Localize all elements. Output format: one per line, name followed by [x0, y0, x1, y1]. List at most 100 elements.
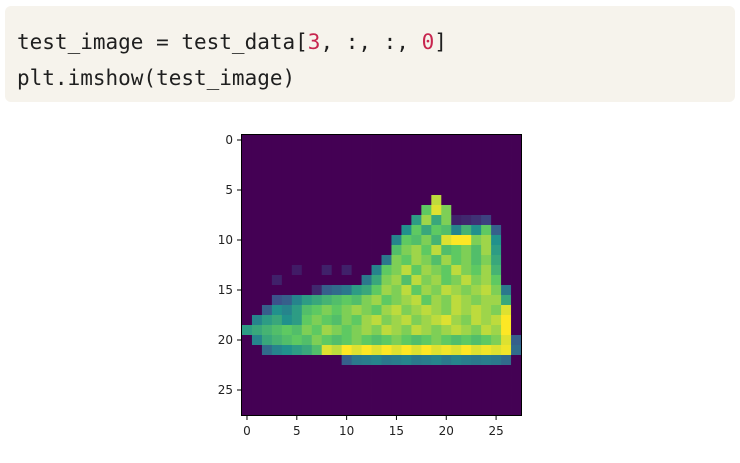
heatmap-pixel — [491, 385, 502, 396]
heatmap-pixel — [511, 365, 522, 376]
heatmap-pixel — [321, 185, 333, 196]
heatmap-pixel — [281, 275, 293, 286]
heatmap-pixel — [411, 385, 422, 396]
heatmap-pixel — [251, 345, 263, 356]
heatmap-pixel — [391, 175, 402, 186]
heatmap-pixel — [291, 265, 303, 276]
heatmap-pixel — [411, 195, 422, 206]
heatmap-pixel — [461, 195, 472, 206]
heatmap-pixel — [381, 345, 392, 356]
heatmap-pixel — [251, 375, 263, 386]
heatmap-pixel — [271, 315, 283, 326]
heatmap-pixel — [471, 375, 482, 386]
y-tick-label: 25 — [218, 383, 233, 397]
heatmap-pixel — [311, 285, 323, 296]
heatmap-pixel — [261, 145, 273, 156]
heatmap-pixel — [461, 185, 472, 196]
heatmap-pixel — [421, 365, 432, 376]
heatmap-pixel — [311, 265, 323, 276]
heatmap-pixel — [501, 315, 512, 326]
heatmap-pixel — [401, 175, 412, 186]
heatmap-pixel — [271, 245, 283, 256]
heatmap-pixel — [341, 255, 352, 266]
heatmap-pixel — [242, 335, 253, 346]
heatmap-pixel — [441, 335, 452, 346]
heatmap-pixel — [381, 295, 392, 306]
heatmap-pixel — [431, 395, 442, 406]
heatmap-pixel — [291, 185, 303, 196]
heatmap-pixel — [371, 405, 382, 416]
heatmap-pixel — [251, 185, 263, 196]
heatmap-cells — [242, 135, 522, 416]
heatmap-pixel — [511, 145, 522, 156]
heatmap-pixel — [291, 285, 303, 296]
heatmap-pixel — [351, 305, 362, 316]
heatmap-pixel — [471, 365, 482, 376]
heatmap-pixel — [341, 175, 352, 186]
code-line-1[interactable]: test_image = test_data[3, :, :, 0] — [17, 24, 723, 60]
heatmap-pixel — [351, 345, 362, 356]
heatmap-pixel — [481, 195, 492, 206]
heatmap-pixel — [491, 265, 502, 276]
heatmap-pixel — [411, 325, 422, 336]
heatmap-pixel — [481, 185, 492, 196]
heatmap-pixel — [421, 265, 432, 276]
heatmap-pixel — [461, 135, 472, 146]
code-cell[interactable]: test_image = test_data[3, :, :, 0] plt.i… — [5, 6, 735, 102]
heatmap-pixel — [341, 295, 352, 306]
heatmap-pixel — [461, 355, 472, 366]
heatmap-pixel — [371, 205, 382, 216]
heatmap-pixel — [501, 165, 512, 176]
code-line-2[interactable]: plt.imshow(test_image) — [17, 60, 723, 96]
heatmap-pixel — [261, 195, 273, 206]
heatmap-pixel — [481, 355, 492, 366]
heatmap-pixel — [381, 175, 392, 186]
heatmap-pixel — [481, 265, 492, 276]
heatmap-pixel — [251, 405, 263, 416]
heatmap-pixel — [491, 305, 502, 316]
heatmap-pixel — [511, 345, 522, 356]
heatmap-pixel — [421, 345, 432, 356]
heatmap-pixel — [471, 295, 482, 306]
heatmap-pixel — [461, 165, 472, 176]
heatmap-pixel — [242, 195, 253, 206]
heatmap-pixel — [501, 295, 512, 306]
heatmap-pixel — [471, 145, 482, 156]
heatmap-pixel — [501, 155, 512, 166]
heatmap-pixel — [321, 175, 333, 186]
heatmap-pixel — [461, 405, 472, 416]
heatmap-pixel — [281, 155, 293, 166]
heatmap-pixel — [331, 205, 343, 216]
heatmap-pixel — [501, 355, 512, 366]
heatmap-pixel — [301, 245, 313, 256]
heatmap-pixel — [401, 205, 412, 216]
heatmap-pixel — [331, 405, 343, 416]
heatmap-pixel — [341, 135, 352, 146]
heatmap-pixel — [351, 135, 362, 146]
heatmap-pixel — [481, 285, 492, 296]
heatmap-pixel — [441, 395, 452, 406]
heatmap-pixel — [481, 305, 492, 316]
heatmap-pixel — [491, 345, 502, 356]
heatmap-pixel — [511, 265, 522, 276]
heatmap-pixel — [451, 195, 462, 206]
heatmap-pixel — [321, 365, 333, 376]
heatmap-pixel — [291, 305, 303, 316]
heatmap-pixel — [251, 355, 263, 366]
heatmap-pixel — [441, 375, 452, 386]
heatmap-pixel — [301, 175, 313, 186]
heatmap-pixel — [341, 265, 352, 276]
heatmap-pixel — [501, 265, 512, 276]
code-number-literal: 3 — [307, 30, 321, 54]
heatmap-pixel — [291, 165, 303, 176]
heatmap-pixel — [411, 165, 422, 176]
code-text: plt.imshow(test_image) — [17, 66, 296, 90]
heatmap-pixel — [501, 335, 512, 346]
heatmap-pixel — [501, 245, 512, 256]
heatmap-pixel — [311, 245, 323, 256]
heatmap-pixel — [261, 335, 273, 346]
heatmap-pixel — [431, 385, 442, 396]
heatmap-pixel — [371, 175, 382, 186]
heatmap-pixel — [261, 135, 273, 146]
